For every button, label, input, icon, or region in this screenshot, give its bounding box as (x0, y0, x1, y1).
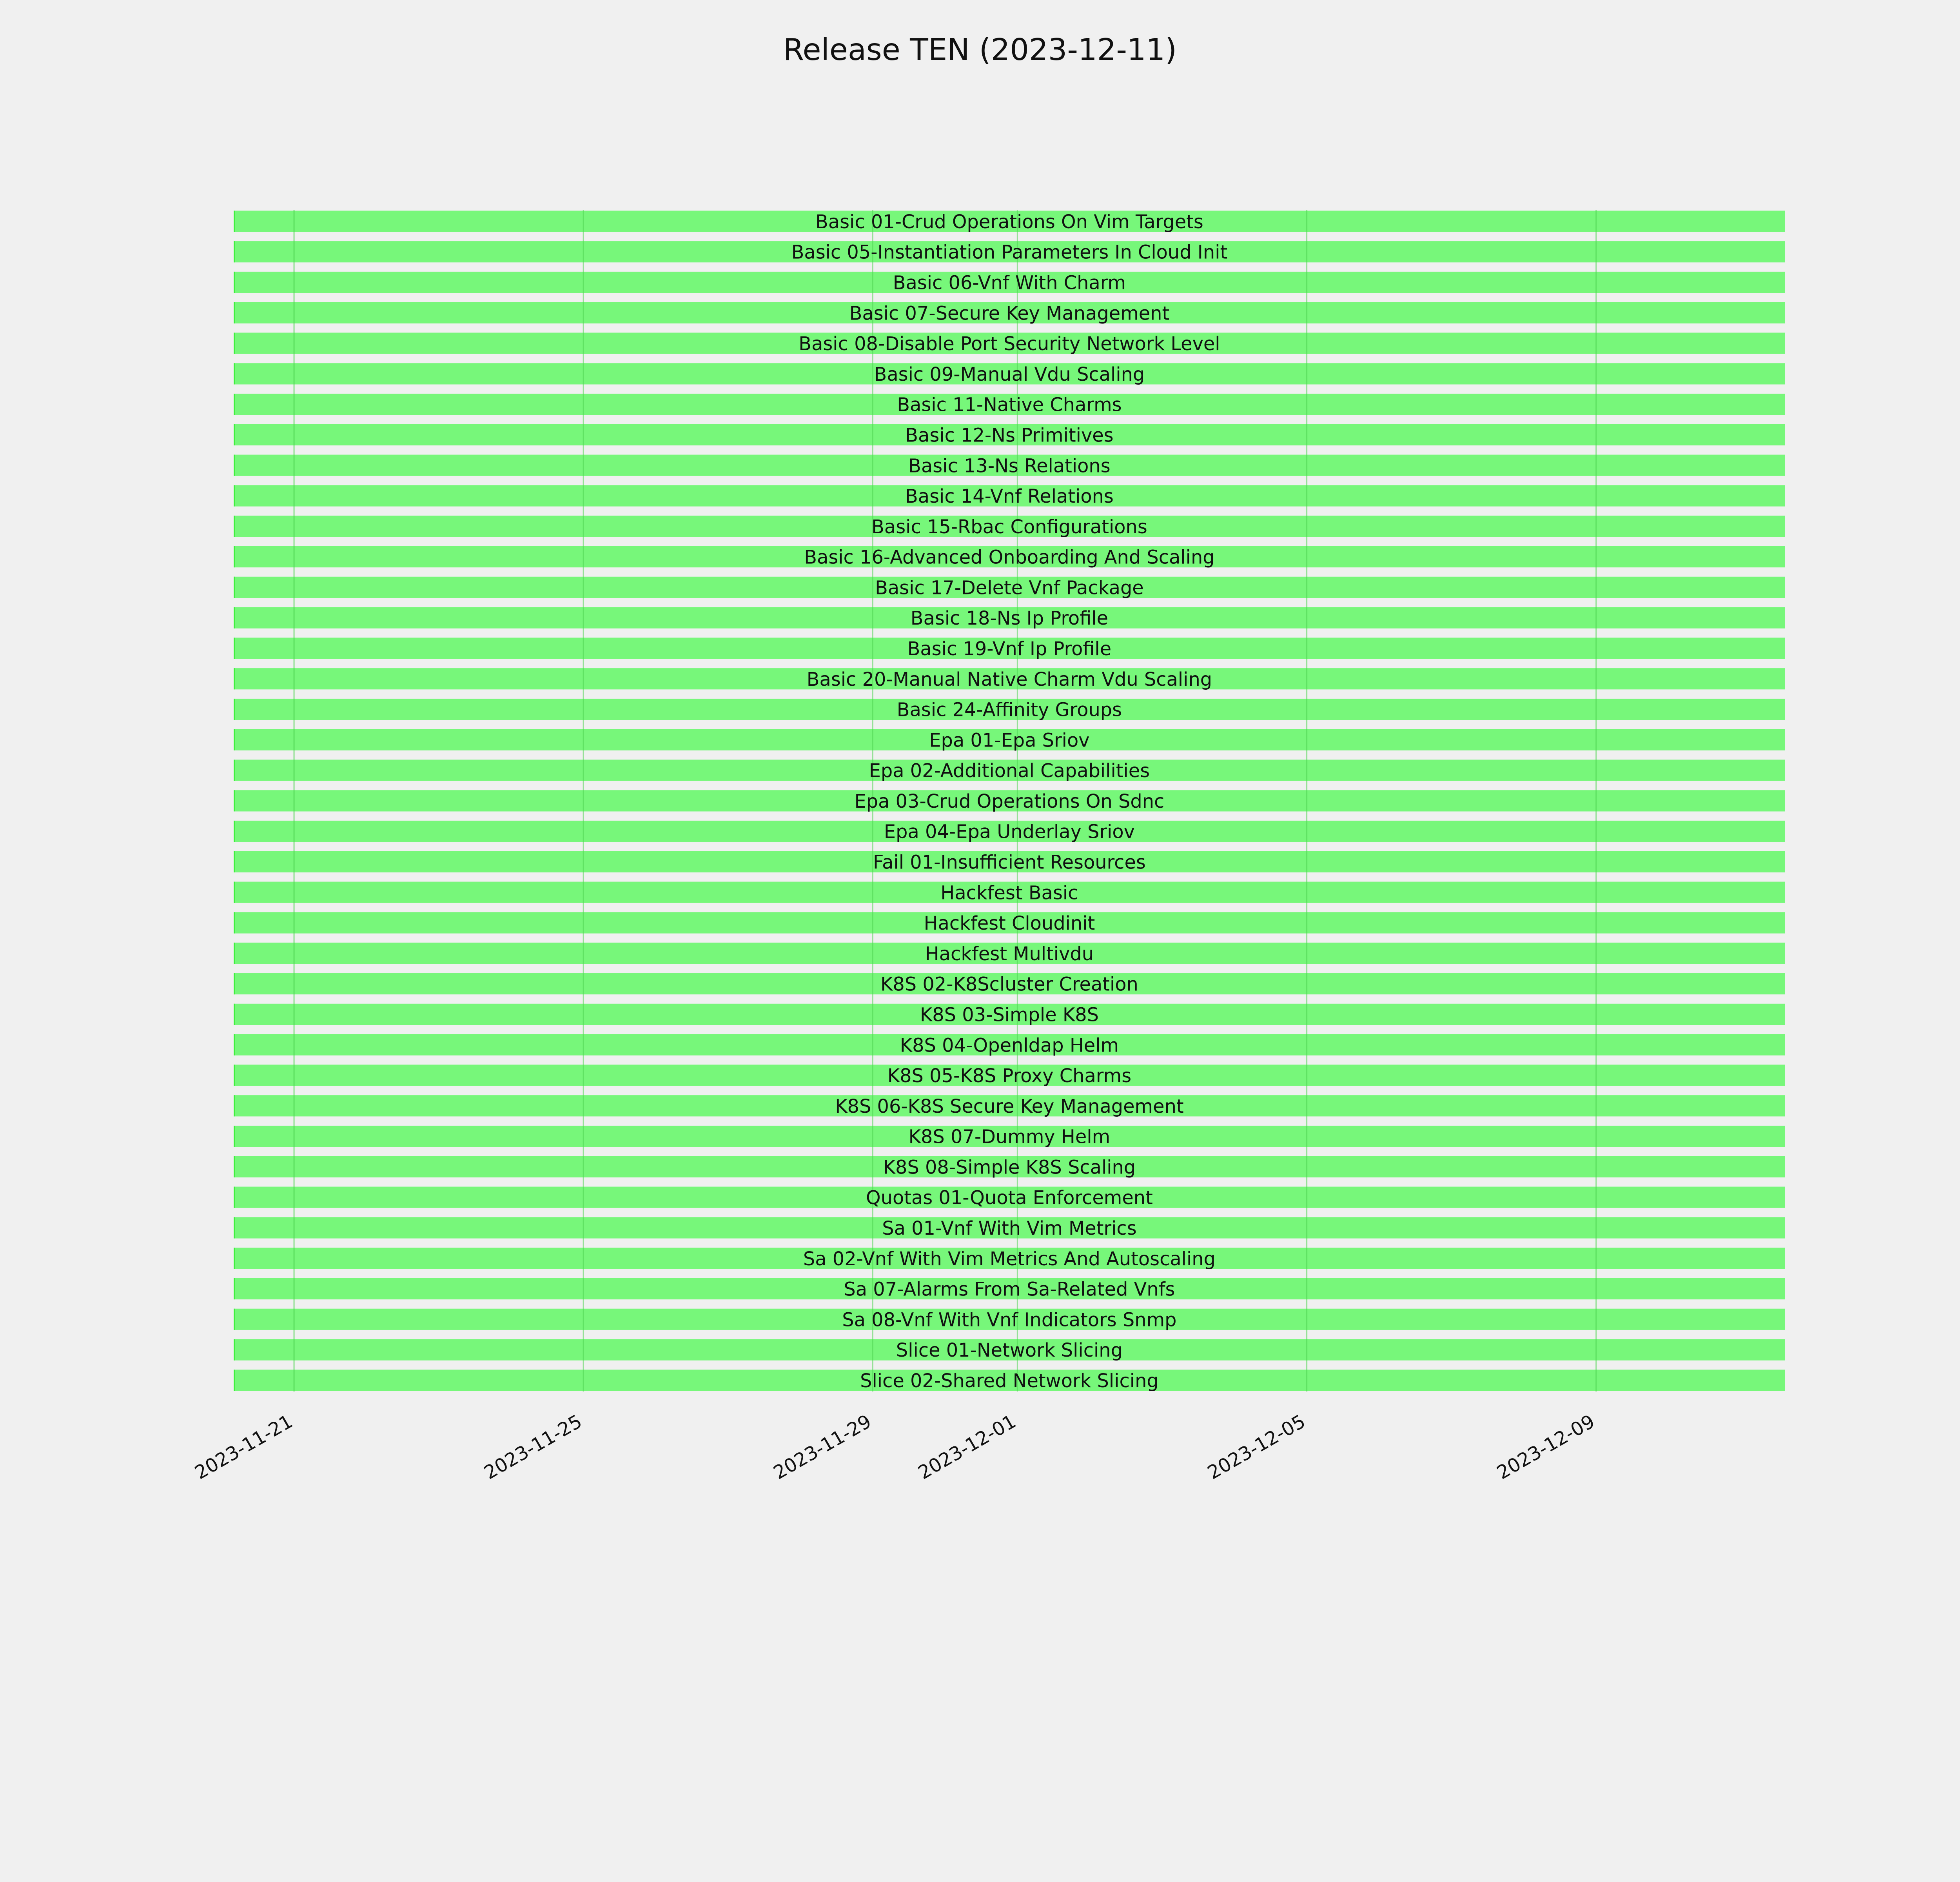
task-bar (234, 821, 1785, 842)
task-bar (234, 1370, 1785, 1391)
task-label: Basic 08-Disable Port Security Network L… (799, 333, 1220, 355)
task-bar (234, 1125, 1785, 1147)
task-bar (234, 485, 1785, 507)
task-label: K8S 07-Dummy Helm (909, 1126, 1111, 1148)
task-label: Hackfest Basic (940, 882, 1078, 904)
task-bar (234, 973, 1785, 995)
task-label: Basic 17-Delete Vnf Package (875, 577, 1144, 599)
task-label: K8S 05-K8S Proxy Charms (887, 1065, 1131, 1087)
bar-labels: Basic 01-Crud Operations On Vim Targets B… (791, 211, 1228, 1392)
task-label: Epa 01-Epa Sriov (929, 730, 1089, 751)
task-bar (234, 607, 1785, 629)
task-label: Basic 16-Advanced Onboarding And Scaling (804, 547, 1214, 569)
task-label: Basic 12-Ns Primitives (905, 425, 1113, 446)
task-bar (234, 668, 1785, 690)
task-bar (234, 1156, 1785, 1177)
task-bar (234, 638, 1785, 659)
task-bar (234, 332, 1785, 354)
task-bar (234, 790, 1785, 812)
task-label: Epa 03-Crud Operations On Sdnc (855, 791, 1165, 812)
task-bar (234, 729, 1785, 750)
task-label: Basic 14-Vnf Relations (905, 486, 1114, 507)
task-label: Slice 02-Shared Network Slicing (860, 1370, 1159, 1392)
task-bar (234, 454, 1785, 476)
task-label: Epa 04-Epa Underlay Sriov (884, 821, 1135, 843)
task-bar (234, 546, 1785, 568)
grid-lines (293, 210, 1597, 1392)
task-label: K8S 08-Simple K8S Scaling (883, 1157, 1136, 1178)
task-label: Basic 18-Ns Ip Profile (911, 608, 1108, 629)
task-label: Basic 24-Affinity Groups (897, 699, 1122, 721)
task-label: Basic 05-Instantiation Parameters In Clo… (791, 242, 1228, 263)
task-bar (234, 698, 1785, 720)
task-label: Hackfest Cloudinit (924, 913, 1095, 934)
task-label: Epa 02-Additional Capabilities (869, 760, 1150, 782)
task-bar (234, 1217, 1785, 1239)
task-label: K8S 02-K8Scluster Creation (880, 974, 1138, 995)
task-label: K8S 03-Simple K8S (920, 1004, 1099, 1026)
task-bar (234, 576, 1785, 598)
task-label: K8S 04-Openldap Helm (900, 1035, 1119, 1056)
task-bar (234, 394, 1785, 415)
task-bar (234, 851, 1785, 873)
task-bar (234, 271, 1785, 293)
task-bar (234, 424, 1785, 446)
task-label: K8S 06-K8S Secure Key Management (835, 1096, 1183, 1117)
task-label: Quotas 01-Quota Enforcement (866, 1187, 1153, 1209)
task-bar (234, 1095, 1785, 1117)
task-label: Basic 06-Vnf With Charm (893, 272, 1126, 294)
task-bar (234, 1065, 1785, 1086)
task-label: Hackfest Multivdu (925, 943, 1094, 965)
task-label: Basic 15-Rbac Configurations (871, 516, 1147, 538)
task-label: Sa 07-Alarms From Sa-Related Vnfs (844, 1279, 1175, 1301)
task-label: Sa 08-Vnf With Vnf Indicators Snmp (842, 1309, 1176, 1331)
task-bar (234, 302, 1785, 323)
task-label: Sa 02-Vnf With Vim Metrics And Autoscali… (803, 1248, 1216, 1270)
task-label: Slice 01-Network Slicing (896, 1340, 1123, 1361)
task-label: Basic 20-Manual Native Charm Vdu Scaling (807, 669, 1212, 690)
task-bar (234, 912, 1785, 934)
chart-container: Release TEN (2023-12-11) Basic 01-Crud O… (191, 33, 1785, 1484)
task-label: Basic 01-Crud Operations On Vim Targets (815, 211, 1203, 233)
task-bar (234, 881, 1785, 903)
bars (234, 211, 1785, 1391)
task-bar (234, 1339, 1785, 1361)
task-bar (234, 516, 1785, 537)
chart-title: Release TEN (2023-12-11) (783, 33, 1177, 67)
task-label: Sa 01-Vnf With Vim Metrics (882, 1218, 1136, 1239)
task-bar (234, 1186, 1785, 1208)
task-bar (234, 1248, 1785, 1269)
task-label: Basic 07-Secure Key Management (849, 303, 1170, 324)
task-label: Basic 13-Ns Relations (908, 455, 1110, 477)
task-label: Basic 09-Manual Vdu Scaling (874, 364, 1145, 385)
task-bar (234, 211, 1785, 232)
task-bar (234, 1278, 1785, 1300)
task-bar (234, 1034, 1785, 1055)
task-bar (234, 1308, 1785, 1330)
task-bar (234, 1003, 1785, 1025)
task-label: Basic 11-Native Charms (897, 394, 1122, 416)
task-bar (234, 241, 1785, 263)
task-bar (234, 363, 1785, 385)
task-label: Basic 19-Vnf Ip Profile (907, 638, 1112, 660)
task-bar (234, 759, 1785, 781)
task-bar (234, 943, 1785, 964)
task-label: Fail 01-Insufficient Resources (873, 852, 1146, 874)
gantt-chart: Release TEN (2023-12-11) Basic 01-Crud O… (191, 33, 1785, 1484)
